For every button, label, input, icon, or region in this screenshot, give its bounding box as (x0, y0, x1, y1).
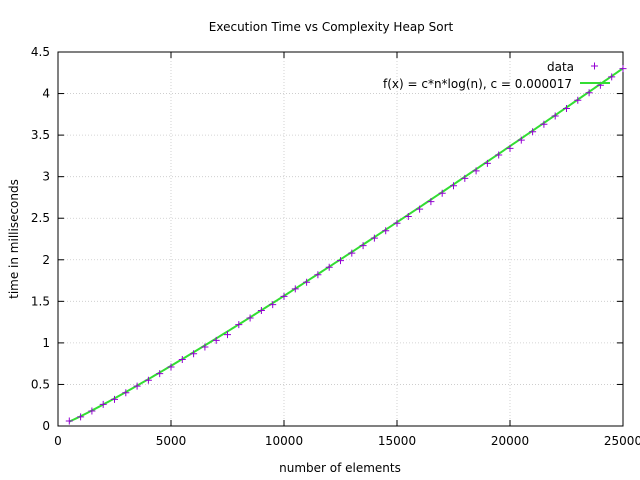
data-point (201, 343, 209, 351)
legend: data f(x) = c*n*log(n), c = 0.000017 (383, 60, 610, 91)
x-tick-label: 20000 (491, 434, 529, 448)
data-point (99, 400, 107, 408)
y-tick-label: 2 (42, 253, 50, 267)
data-point (370, 234, 378, 242)
data-point (404, 213, 412, 221)
y-tick-label: 1 (42, 336, 50, 350)
data-point (65, 417, 73, 425)
data-point (551, 112, 559, 120)
data-point (291, 285, 299, 293)
data-point (529, 128, 537, 136)
data-point (178, 356, 186, 364)
data-point (280, 292, 288, 300)
chart-title: Execution Time vs Complexity Heap Sort (209, 20, 454, 34)
grid (58, 52, 623, 426)
data-point (619, 65, 627, 73)
data-point (540, 120, 548, 128)
data-point (269, 301, 277, 309)
data-point (506, 144, 514, 152)
data-point (77, 413, 85, 421)
data-point (303, 278, 311, 286)
data-point (574, 96, 582, 104)
data-point (438, 189, 446, 197)
data-point (517, 136, 525, 144)
y-tick-label: 0 (42, 419, 50, 433)
x-tick-label: 5000 (156, 434, 187, 448)
x-tick-label: 10000 (265, 434, 303, 448)
data-point (495, 151, 503, 159)
data-point (212, 336, 220, 344)
series-layer (65, 65, 627, 425)
data-point (450, 182, 457, 190)
y-tick-label: 4.5 (31, 45, 50, 59)
x-tick-label: 25000 (604, 434, 640, 448)
legend-label-fit: f(x) = c*n*log(n), c = 0.000017 (383, 77, 572, 91)
data-point (235, 321, 243, 329)
x-tick-label: 15000 (378, 434, 416, 448)
data-point (167, 363, 175, 371)
data-point (88, 407, 96, 415)
data-point (122, 389, 130, 397)
data-point (472, 167, 480, 175)
data-point (416, 205, 424, 213)
x-tick-label: 0 (54, 434, 62, 448)
data-point (246, 314, 254, 322)
y-tick-label: 2.5 (31, 211, 50, 225)
y-tick-label: 3 (42, 170, 50, 184)
data-point (608, 73, 616, 81)
y-tick-label: 4 (42, 87, 50, 101)
data-point (382, 227, 390, 235)
data-point (156, 370, 164, 378)
y-tick-label: 0.5 (31, 377, 50, 391)
data-point (427, 198, 435, 206)
y-axis-label: time in milliseconds (7, 179, 21, 299)
data-point (224, 331, 231, 339)
data-point (483, 159, 491, 167)
data-point (348, 249, 356, 257)
data-point (337, 257, 344, 265)
plot-frame (57, 51, 624, 427)
fit-line (68, 67, 624, 423)
data-point (563, 105, 570, 113)
y-tick-label: 3.5 (31, 128, 50, 142)
legend-label-data: data (547, 60, 574, 74)
data-point (190, 350, 198, 358)
data-point (393, 219, 401, 227)
y-tick-label: 1.5 (31, 294, 50, 308)
data-point (111, 395, 118, 403)
data-point (314, 271, 322, 279)
data-point (144, 376, 152, 384)
data-point (257, 306, 265, 314)
data-point (325, 263, 333, 271)
data-point (461, 174, 469, 182)
legend-marker-data (591, 62, 598, 70)
data-point (359, 242, 367, 250)
x-axis-label: number of elements (279, 461, 401, 475)
ticks: 0 5000 10000 15000 20000 25000 0 0.5 1 1.5 2 2.5 3 3.… (31, 45, 640, 448)
data-point (585, 89, 593, 97)
data-point (133, 382, 141, 390)
